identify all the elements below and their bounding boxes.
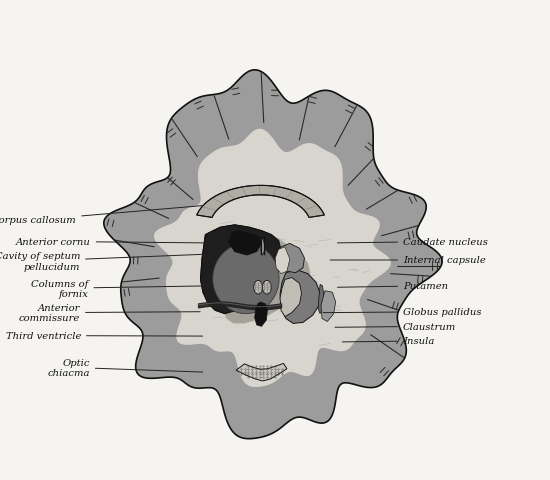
Text: Corpus callosum: Corpus callosum <box>0 206 202 225</box>
Text: Internal capsule: Internal capsule <box>330 256 486 265</box>
Text: Cavity of septum
pellucidum: Cavity of septum pellucidum <box>0 252 205 271</box>
Polygon shape <box>280 278 301 317</box>
Polygon shape <box>255 302 267 327</box>
Text: Third ventricle: Third ventricle <box>6 331 202 340</box>
Polygon shape <box>201 226 281 314</box>
Text: Anterior
commissure: Anterior commissure <box>19 303 200 323</box>
Polygon shape <box>197 186 324 218</box>
Text: Caudate nucleus: Caudate nucleus <box>338 238 488 246</box>
Polygon shape <box>321 291 336 322</box>
Polygon shape <box>228 231 261 255</box>
Text: Anterior cornu: Anterior cornu <box>16 238 205 246</box>
Polygon shape <box>213 244 279 314</box>
Polygon shape <box>280 270 320 324</box>
Text: Claustrum: Claustrum <box>335 322 456 331</box>
Text: Optic
chiacma: Optic chiacma <box>47 358 202 377</box>
Text: Insula: Insula <box>342 337 435 346</box>
Polygon shape <box>260 238 266 255</box>
Polygon shape <box>154 130 391 387</box>
Text: Putamen: Putamen <box>338 282 448 291</box>
Text: Globus pallidus: Globus pallidus <box>323 308 481 316</box>
Polygon shape <box>223 229 310 324</box>
Polygon shape <box>201 226 281 314</box>
Polygon shape <box>104 71 442 439</box>
Text: Columns of
fornix: Columns of fornix <box>31 279 207 299</box>
Polygon shape <box>275 247 290 274</box>
Polygon shape <box>236 364 287 381</box>
Polygon shape <box>262 281 271 295</box>
Polygon shape <box>254 281 262 295</box>
Polygon shape <box>277 244 305 273</box>
Polygon shape <box>318 285 324 314</box>
